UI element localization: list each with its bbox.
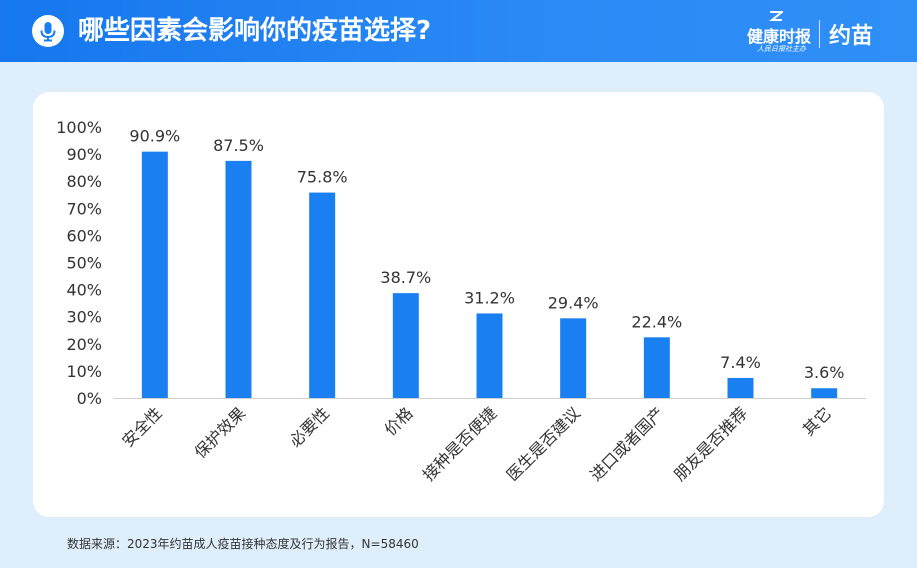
data-label: 29.4% — [548, 293, 599, 312]
x-tick-label: 朋友是否推荐 — [670, 403, 751, 484]
data-label: 22.4% — [631, 312, 682, 331]
data-label: 3.6% — [804, 363, 845, 382]
y-tick-label: 10% — [66, 362, 102, 381]
bar — [476, 313, 503, 398]
bar — [309, 192, 336, 398]
bar — [727, 377, 754, 398]
data-source-note: 数据来源：2023年约苗成人疫苗接种态度及行为报告，N=58460 — [67, 537, 419, 551]
x-tick-label: 其它 — [799, 403, 835, 439]
y-tick-label: 90% — [66, 145, 102, 164]
y-tick-label: 70% — [66, 199, 102, 218]
y-tick-label: 20% — [66, 335, 102, 354]
bar — [225, 160, 252, 398]
x-tick-label: 价格 — [381, 403, 417, 439]
header-banner: 哪些因素会影响你的疫苗选择? 健康时报 人民日报社主办 约苗 — [0, 0, 917, 62]
data-label: 38.7% — [380, 268, 431, 287]
brand-app-name: 约苗 — [829, 24, 874, 49]
x-tick-label: 安全性 — [118, 403, 165, 450]
y-tick-label: 40% — [66, 281, 102, 300]
bar — [643, 337, 670, 398]
data-label: 7.4% — [720, 353, 761, 372]
page-title: 哪些因素会影响你的疫苗选择? — [78, 16, 432, 46]
brand-logo-icon — [769, 11, 783, 21]
brand-subtitle: 人民日报社主办 — [757, 45, 806, 53]
x-tick-label: 接种是否便捷 — [419, 403, 500, 484]
chart-card: 0% 10% 20% 30% 40% 50% 60% 70% 80% 90% 100% 90.9% 安全… — [33, 92, 884, 517]
bar — [811, 388, 838, 398]
data-label: 90.9% — [129, 127, 180, 146]
data-label: 31.2% — [464, 288, 515, 307]
bar — [392, 293, 419, 398]
data-label: 87.5% — [213, 136, 264, 155]
data-label: 75.8% — [297, 168, 348, 187]
brand-name: 健康时报 — [747, 27, 812, 46]
y-tick-label: 50% — [66, 254, 102, 273]
x-tick-label: 进口或者国产 — [586, 403, 667, 484]
x-tick-label: 必要性 — [286, 403, 333, 450]
x-tick-label: 医生是否建议 — [503, 403, 584, 484]
brand-area: 健康时报 人民日报社主办 约苗 — [747, 8, 887, 54]
microphone-icon — [32, 15, 64, 47]
bar — [141, 151, 168, 398]
y-tick-label: 30% — [66, 308, 102, 327]
y-tick-label: 0% — [77, 389, 102, 408]
y-tick-label: 80% — [66, 172, 102, 191]
bar — [560, 318, 587, 398]
brand-divider — [819, 20, 820, 48]
y-tick-label: 60% — [66, 226, 102, 245]
x-tick-label: 保护效果 — [191, 403, 250, 462]
y-tick-label: 100% — [56, 118, 102, 137]
bar-chart: 0% 10% 20% 30% 40% 50% 60% 70% 80% 90% 100% 90.9% 安全… — [56, 118, 866, 485]
